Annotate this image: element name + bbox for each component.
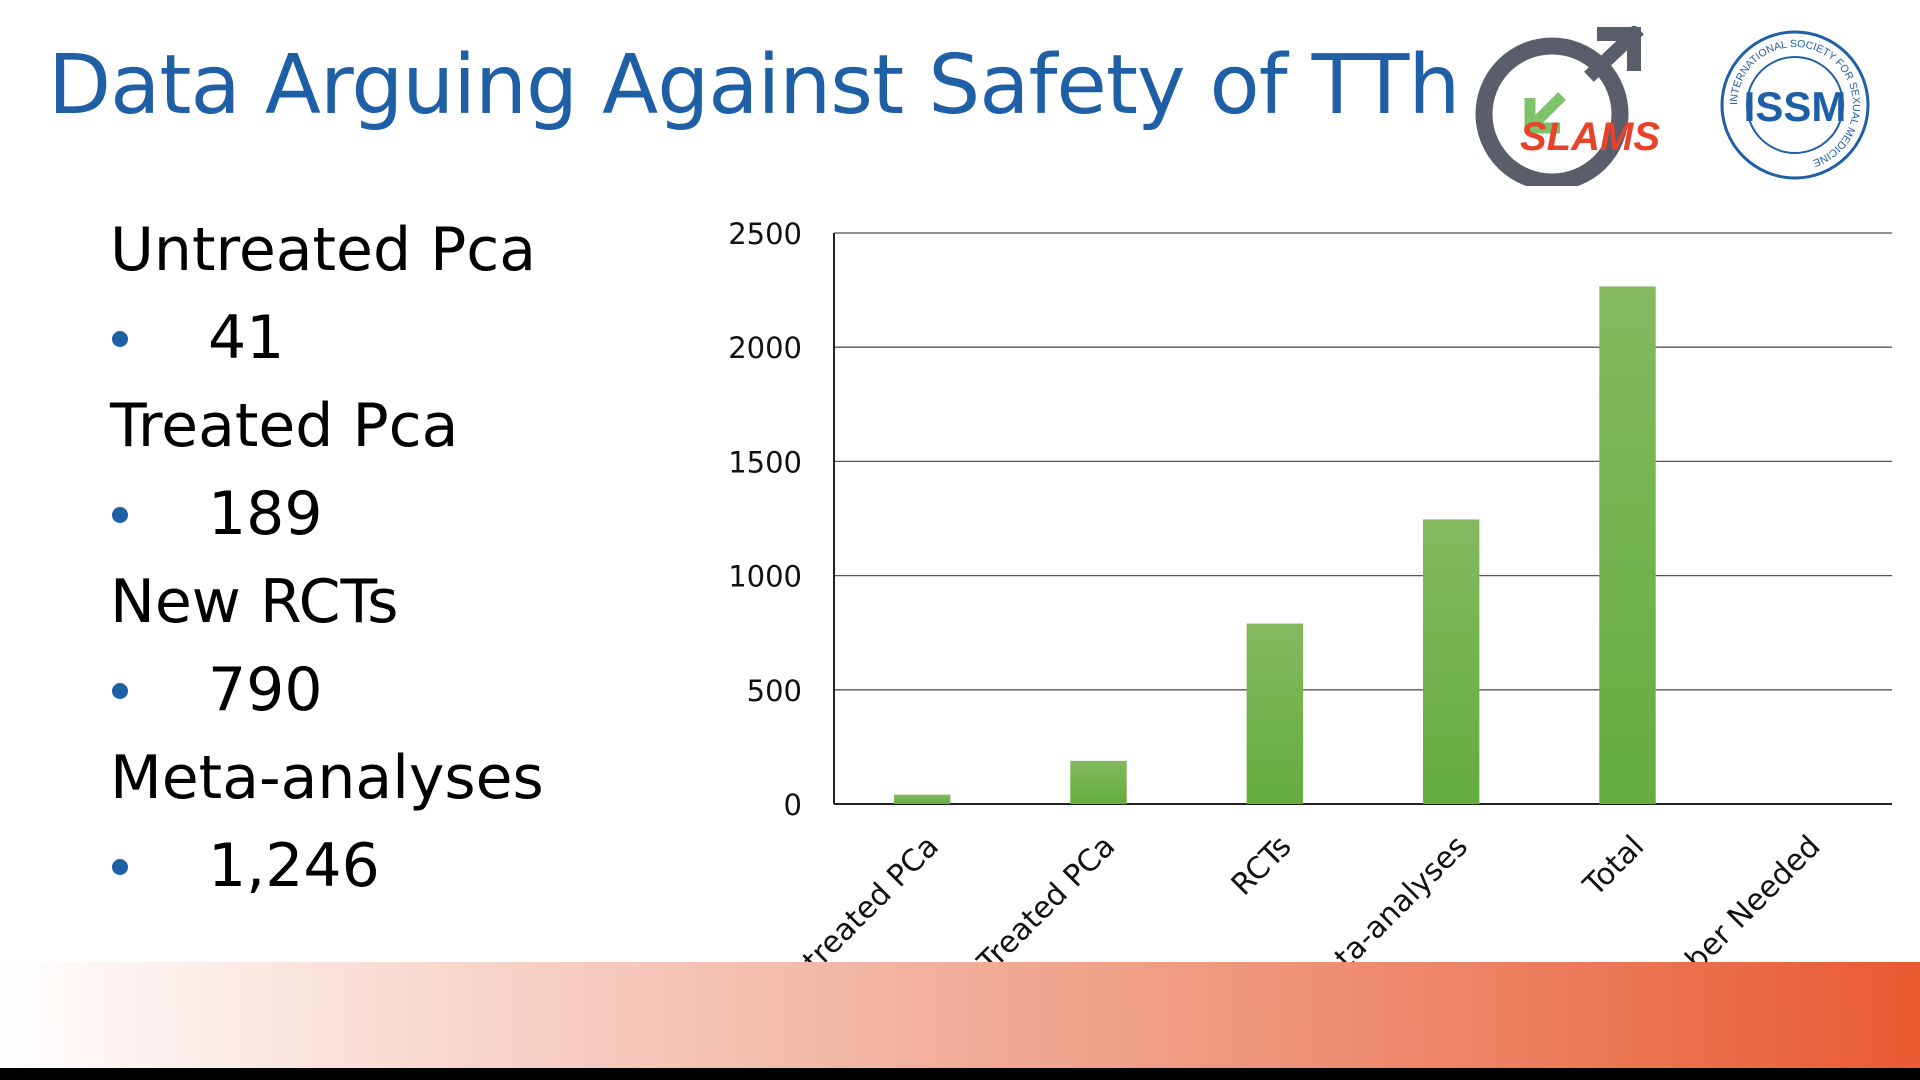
bullet-list: Untreated Pca 41 Treated Pca 189 New RCT… [110, 206, 670, 910]
bullet-heading: Meta-analyses [110, 743, 544, 813]
x-tick-label: Treated PCa [970, 829, 1122, 981]
bullet-item: 790 [110, 646, 670, 734]
bar [1599, 286, 1656, 804]
bullet-dot-icon [112, 683, 128, 699]
slams-ring-icon [1475, 37, 1629, 186]
slide-title: Data Arguing Against Safety of TTh [48, 38, 1460, 133]
y-tick-label: 1500 [728, 445, 802, 479]
bar [1246, 623, 1304, 804]
y-tick-label: 0 [784, 788, 802, 822]
bullet-item: 41 [110, 294, 670, 382]
bullet-value: 41 [208, 303, 285, 373]
footer-gradient-band [0, 962, 1920, 1070]
slams-logo: SLAMS [1475, 26, 1660, 186]
bullet-heading: Treated Pca [110, 391, 459, 461]
bullet-value: 189 [208, 479, 323, 549]
bullet-value: 1,246 [208, 831, 380, 901]
bullet-item: 1,246 [110, 822, 670, 910]
bar [893, 794, 951, 804]
issm-logo: INTERNATIONAL SOCIETY FOR SEXUAL MEDICIN… [1720, 30, 1870, 180]
bullet-item: 189 [110, 470, 670, 558]
y-tick-label: 2000 [728, 331, 802, 365]
x-tick-label: RCTs [1225, 829, 1299, 903]
male-arrow-icon [1584, 26, 1644, 82]
bullet-dot-icon [112, 331, 128, 347]
bullet-dot-icon [112, 507, 128, 523]
bullet-value: 790 [208, 655, 323, 725]
bullet-dot-icon [112, 859, 128, 875]
green-arrow-icon [1524, 92, 1566, 134]
y-tick-label: 1000 [728, 560, 802, 594]
bullet-heading: Untreated Pca [110, 215, 537, 285]
y-tick-label: 500 [747, 674, 802, 708]
bottom-bar [0, 1068, 1920, 1080]
bar [1422, 519, 1480, 804]
bullet-heading: New RCTs [110, 567, 399, 637]
slams-wordmark: SLAMS [1520, 115, 1660, 159]
x-tick-label: Total [1576, 829, 1651, 904]
bar [1070, 760, 1127, 804]
y-tick-label: 2500 [728, 217, 802, 251]
issm-wordmark: ISSM [1744, 83, 1847, 130]
